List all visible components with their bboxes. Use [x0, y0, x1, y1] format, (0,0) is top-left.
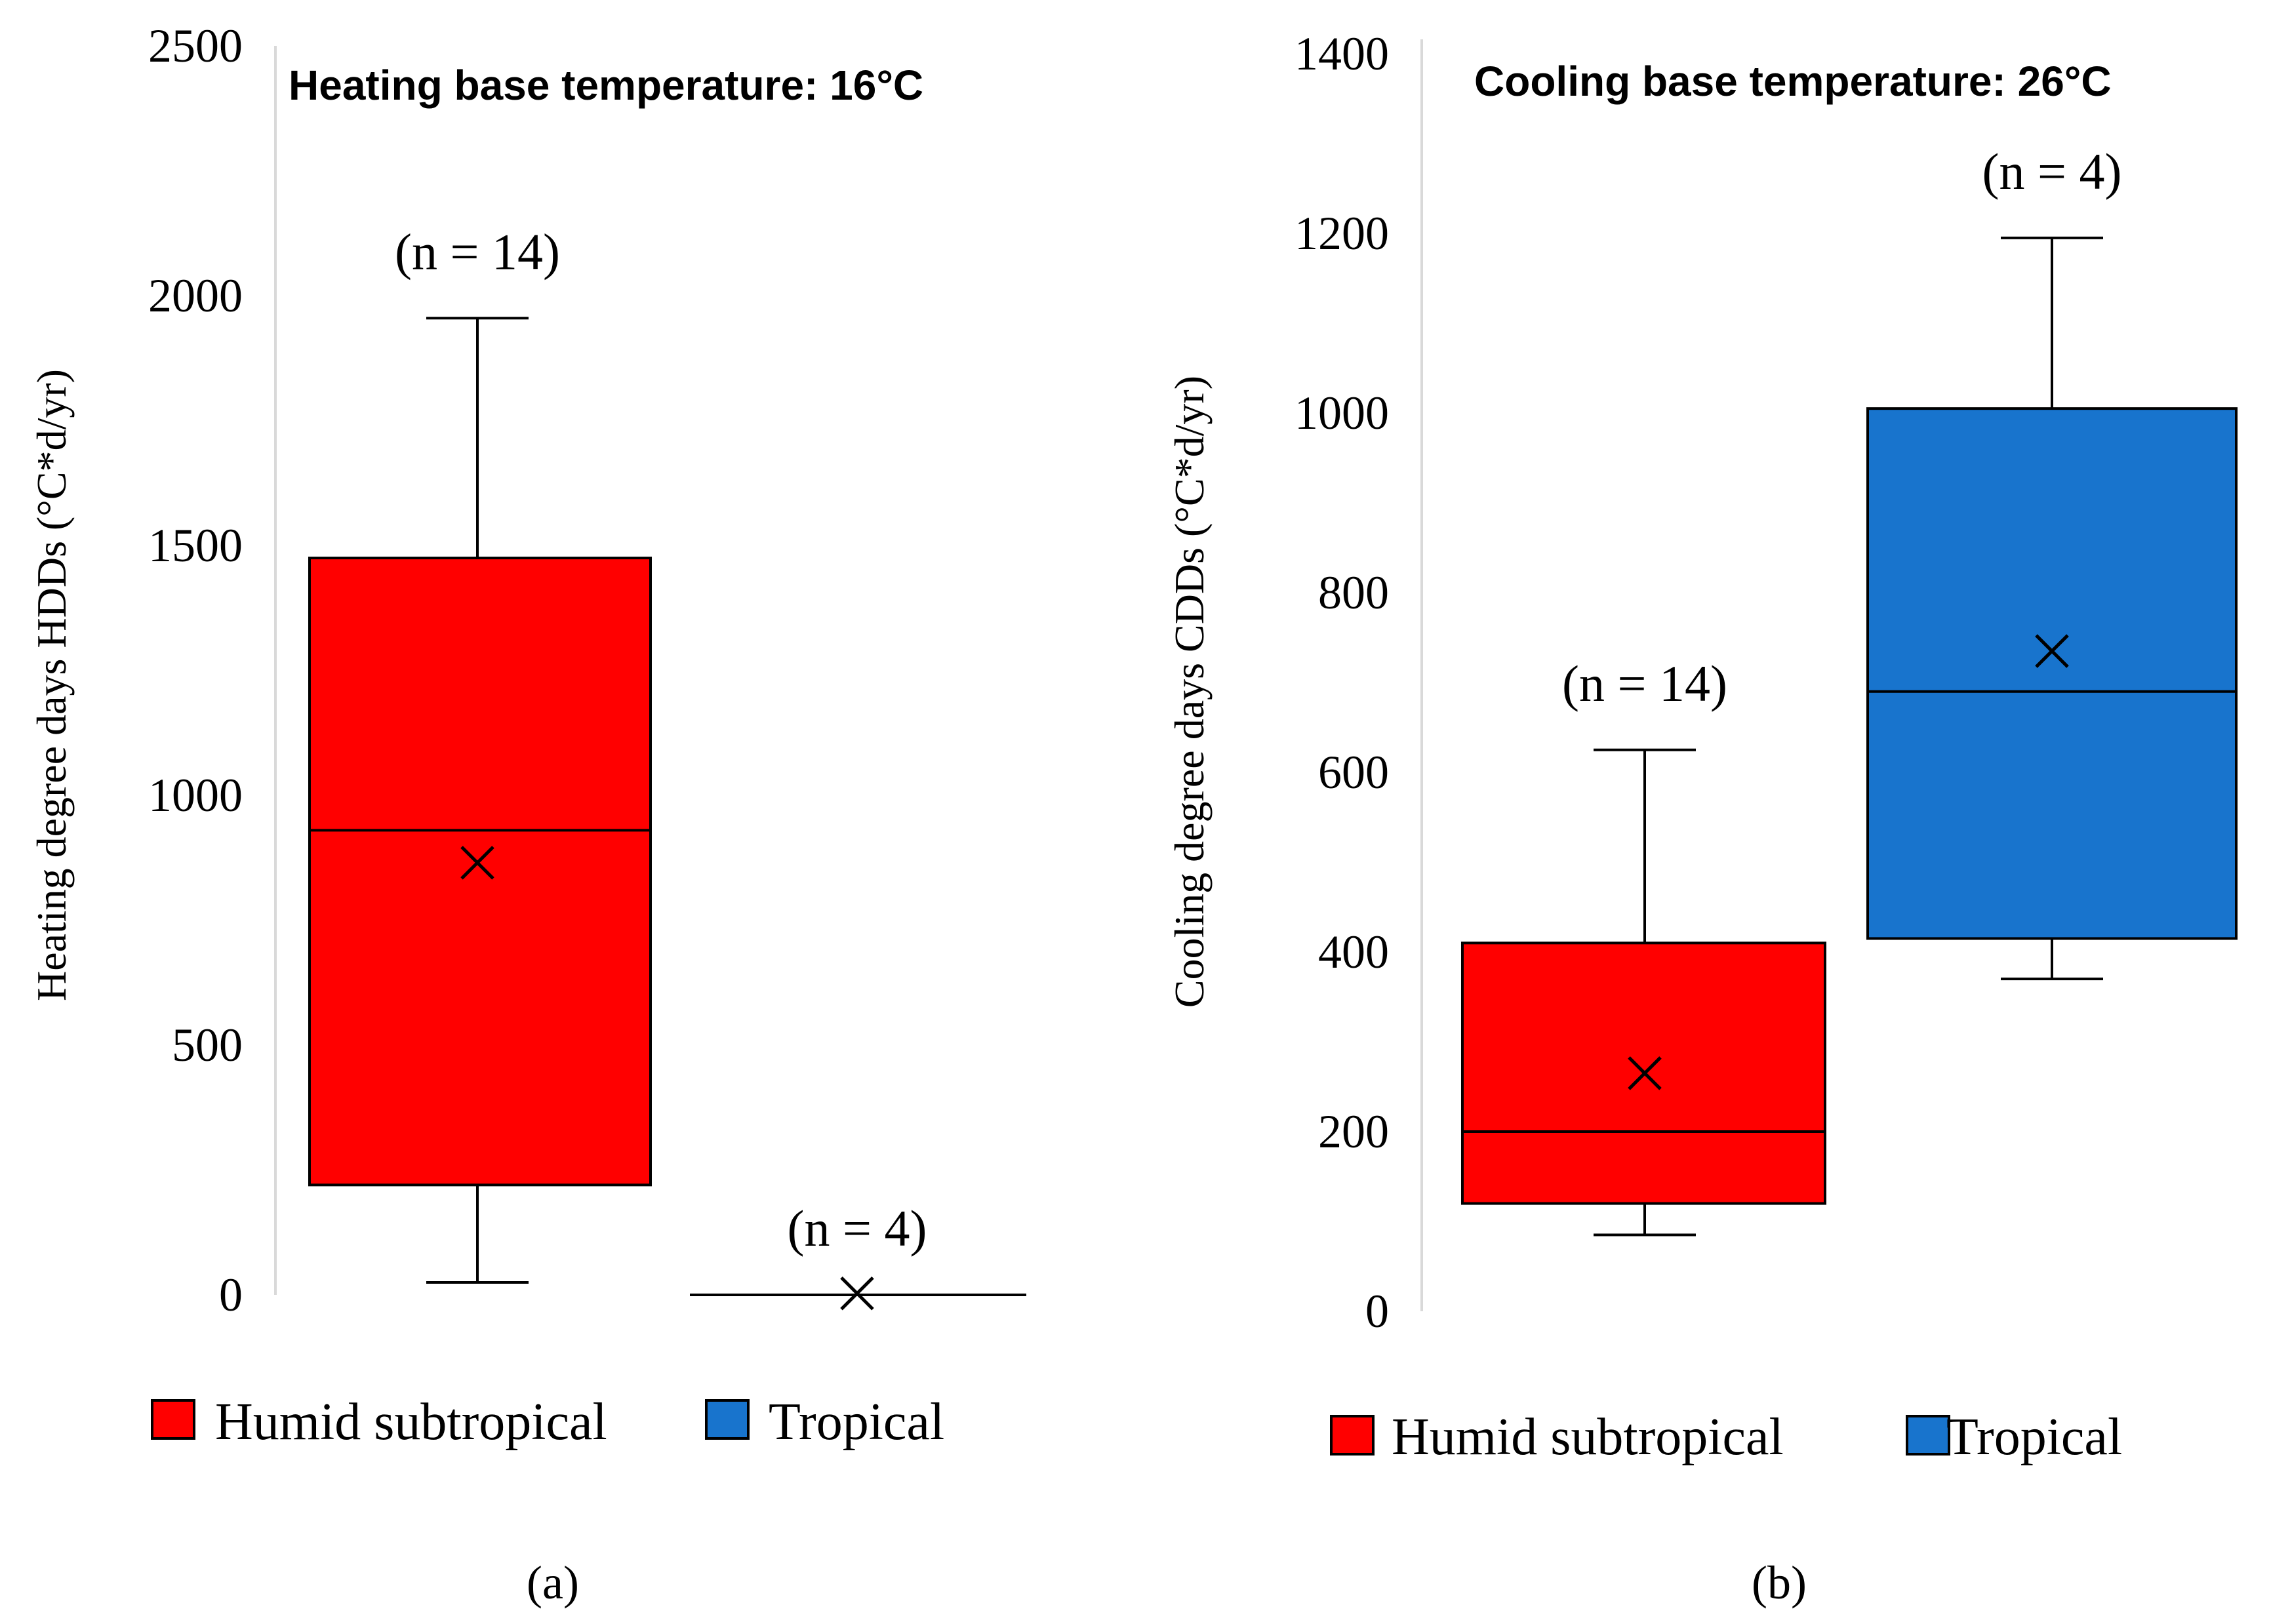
- n-label-tropical: (n = 4): [788, 1200, 927, 1257]
- panel-a-y-ticks: 0 500 1000 1500 2000 2500: [148, 20, 243, 1321]
- panel-a: Heating base temperature: 16°C Heating d…: [28, 20, 1026, 1609]
- legend-a-swatch-humid-subtropical: [151, 1399, 195, 1440]
- panel-a-label: (a): [527, 1556, 579, 1609]
- y-tick-label: 1500: [148, 519, 243, 572]
- y-tick-label: 1000: [1295, 387, 1389, 439]
- y-tick-label: 400: [1318, 926, 1389, 978]
- panel-b-plot: (n = 14) (n = 4): [1461, 143, 2238, 1237]
- mean-marker-humid-subtropical: [1628, 1056, 1662, 1090]
- panel-b-label: (b): [1752, 1556, 1807, 1609]
- y-tick-label: 0: [1365, 1285, 1389, 1337]
- panel-b: Cooling base temperature: 26°C Cooling d…: [1166, 28, 2238, 1609]
- n-label-humid-subtropical: (n = 14): [395, 223, 560, 280]
- legend-a-label-humid-subtropical: Humid subtropical: [215, 1393, 607, 1451]
- panel-b-ylabel: Cooling degree days CDDs (°C*d/yr): [1166, 376, 1213, 1008]
- n-label-tropical: (n = 4): [1982, 143, 2122, 200]
- panel-a-ylabel: Heating degree days HDDs (°C*d/yr): [28, 369, 75, 1001]
- legend-b-label-humid-subtropical: Humid subtropical: [1392, 1408, 1784, 1466]
- mean-marker-tropical: [2035, 634, 2069, 668]
- y-tick-label: 800: [1318, 566, 1389, 619]
- legend-a-swatch-tropical: [705, 1399, 750, 1440]
- n-label-humid-subtropical: (n = 14): [1562, 655, 1727, 712]
- y-tick-label: 0: [219, 1269, 243, 1321]
- mean-marker-humid-subtropical: [460, 846, 494, 880]
- box-tropical: [1866, 407, 2238, 940]
- panel-b-y-ticks: 0 200 400 600 800 1000 1200 1400: [1295, 28, 1389, 1337]
- mean-marker-tropical: [840, 1276, 874, 1311]
- y-tick-label: 200: [1318, 1105, 1389, 1158]
- legend-b-swatch-humid-subtropical: [1330, 1415, 1375, 1456]
- panel-a-title: Heating base temperature: 16°C: [289, 62, 923, 109]
- y-tick-label: 2000: [148, 269, 243, 322]
- panel-b-title: Cooling base temperature: 26°C: [1474, 58, 2112, 105]
- y-tick-label: 1400: [1295, 28, 1389, 80]
- box-humid-subtropical: [308, 557, 652, 1187]
- legend-b-swatch-tropical: [1906, 1415, 1950, 1456]
- y-tick-label: 600: [1318, 746, 1389, 799]
- panel-a-plot: (n = 14) (n = 4): [308, 223, 1026, 1311]
- panel-b-legend: Humid subtropical Tropical: [1330, 1408, 2122, 1466]
- y-tick-label: 2500: [148, 20, 243, 72]
- y-tick-label: 500: [172, 1019, 243, 1071]
- y-tick-label: 1200: [1295, 207, 1389, 260]
- legend-a-label-tropical: Tropical: [769, 1393, 944, 1451]
- y-tick-label: 1000: [148, 769, 243, 822]
- panel-a-legend: Humid subtropical Tropical: [151, 1393, 944, 1451]
- legend-b-label-tropical: Tropical: [1946, 1408, 2122, 1466]
